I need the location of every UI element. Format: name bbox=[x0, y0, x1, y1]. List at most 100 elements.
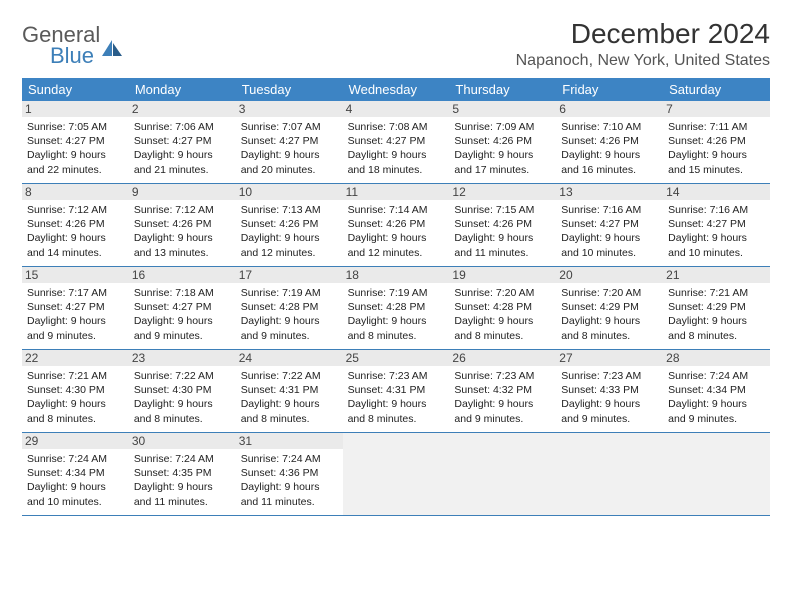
day-body: Sunrise: 7:12 AMSunset: 4:26 PMDaylight:… bbox=[134, 203, 231, 260]
day-number: 3 bbox=[236, 101, 343, 117]
day-number: 14 bbox=[663, 184, 770, 200]
day-body: Sunrise: 7:20 AMSunset: 4:29 PMDaylight:… bbox=[561, 286, 658, 343]
title-block: December 2024 Napanoch, New York, United… bbox=[516, 18, 770, 70]
day-body: Sunrise: 7:13 AMSunset: 4:26 PMDaylight:… bbox=[241, 203, 338, 260]
weekday-header-cell: Tuesday bbox=[236, 78, 343, 101]
day-number: 30 bbox=[129, 433, 236, 449]
day-number: 7 bbox=[663, 101, 770, 117]
day-cell: 10 Sunrise: 7:13 AMSunset: 4:26 PMDayligh… bbox=[236, 184, 343, 266]
day-cell: 6 Sunrise: 7:10 AMSunset: 4:26 PMDaylight… bbox=[556, 101, 663, 183]
month-title: December 2024 bbox=[516, 18, 770, 50]
day-body: Sunrise: 7:18 AMSunset: 4:27 PMDaylight:… bbox=[134, 286, 231, 343]
week-row: 1 Sunrise: 7:05 AMSunset: 4:27 PMDaylight… bbox=[22, 101, 770, 184]
week-row: 15Sunrise: 7:17 AMSunset: 4:27 PMDayligh… bbox=[22, 267, 770, 350]
day-cell: 16 Sunrise: 7:18 AMSunset: 4:27 PMDayligh… bbox=[129, 267, 236, 349]
calendar-page: General Blue December 2024 Napanoch, New… bbox=[0, 0, 792, 534]
day-body: Sunrise: 7:20 AMSunset: 4:28 PMDaylight:… bbox=[454, 286, 551, 343]
day-cell: 12 Sunrise: 7:15 AMSunset: 4:26 PMDayligh… bbox=[449, 184, 556, 266]
day-number: 1 bbox=[22, 101, 129, 117]
day-cell: 2 Sunrise: 7:06 AMSunset: 4:27 PMDaylight… bbox=[129, 101, 236, 183]
brand-line2: Blue bbox=[22, 45, 100, 67]
day-number: 29 bbox=[22, 433, 129, 449]
day-body: Sunrise: 7:15 AMSunset: 4:26 PMDaylight:… bbox=[454, 203, 551, 260]
weekday-header-cell: Saturday bbox=[663, 78, 770, 101]
day-cell: 7 Sunrise: 7:11 AMSunset: 4:26 PMDaylight… bbox=[663, 101, 770, 183]
day-cell: 11 Sunrise: 7:14 AMSunset: 4:26 PMDayligh… bbox=[343, 184, 450, 266]
day-number: 9 bbox=[129, 184, 236, 200]
empty-day-cell bbox=[663, 433, 770, 515]
day-number: 6 bbox=[556, 101, 663, 117]
day-body: Sunrise: 7:14 AMSunset: 4:26 PMDaylight:… bbox=[348, 203, 445, 260]
location-subtitle: Napanoch, New York, United States bbox=[516, 52, 770, 70]
day-cell: 8 Sunrise: 7:12 AMSunset: 4:26 PMDaylight… bbox=[22, 184, 129, 266]
empty-day-cell bbox=[556, 433, 663, 515]
day-body: Sunrise: 7:19 AMSunset: 4:28 PMDaylight:… bbox=[241, 286, 338, 343]
day-number: 28 bbox=[663, 350, 770, 366]
day-cell: 9 Sunrise: 7:12 AMSunset: 4:26 PMDaylight… bbox=[129, 184, 236, 266]
day-number: 16 bbox=[129, 267, 236, 283]
day-number: 19 bbox=[449, 267, 556, 283]
day-body: Sunrise: 7:07 AMSunset: 4:27 PMDaylight:… bbox=[241, 120, 338, 177]
day-body: Sunrise: 7:16 AMSunset: 4:27 PMDaylight:… bbox=[668, 203, 765, 260]
day-cell: 4 Sunrise: 7:08 AMSunset: 4:27 PMDaylight… bbox=[343, 101, 450, 183]
day-cell: 5Sunrise: 7:09 AMSunset: 4:26 PMDaylight… bbox=[449, 101, 556, 183]
day-body: Sunrise: 7:23 AMSunset: 4:33 PMDaylight:… bbox=[561, 369, 658, 426]
day-number: 25 bbox=[343, 350, 450, 366]
day-cell: 22Sunrise: 7:21 AMSunset: 4:30 PMDayligh… bbox=[22, 350, 129, 432]
day-cell: 25Sunrise: 7:23 AMSunset: 4:31 PMDayligh… bbox=[343, 350, 450, 432]
day-cell: 23 Sunrise: 7:22 AMSunset: 4:30 PMDayligh… bbox=[129, 350, 236, 432]
day-number: 22 bbox=[22, 350, 129, 366]
day-cell: 31Sunrise: 7:24 AMSunset: 4:36 PMDayligh… bbox=[236, 433, 343, 515]
day-cell: 19 Sunrise: 7:20 AMSunset: 4:28 PMDayligh… bbox=[449, 267, 556, 349]
day-number: 10 bbox=[236, 184, 343, 200]
weekday-header-cell: Wednesday bbox=[343, 78, 450, 101]
day-number: 4 bbox=[343, 101, 450, 117]
day-cell: 15Sunrise: 7:17 AMSunset: 4:27 PMDayligh… bbox=[22, 267, 129, 349]
weekday-header-row: SundayMondayTuesdayWednesdayThursdayFrid… bbox=[22, 78, 770, 101]
day-cell: 29 Sunrise: 7:24 AMSunset: 4:34 PMDayligh… bbox=[22, 433, 129, 515]
day-cell: 27 Sunrise: 7:23 AMSunset: 4:33 PMDayligh… bbox=[556, 350, 663, 432]
day-body: Sunrise: 7:16 AMSunset: 4:27 PMDaylight:… bbox=[561, 203, 658, 260]
day-number: 8 bbox=[22, 184, 129, 200]
day-body: Sunrise: 7:05 AMSunset: 4:27 PMDaylight:… bbox=[27, 120, 124, 177]
day-body: Sunrise: 7:12 AMSunset: 4:26 PMDaylight:… bbox=[27, 203, 124, 260]
week-row: 29 Sunrise: 7:24 AMSunset: 4:34 PMDayligh… bbox=[22, 433, 770, 516]
day-number: 23 bbox=[129, 350, 236, 366]
day-body: Sunrise: 7:24 AMSunset: 4:35 PMDaylight:… bbox=[134, 452, 231, 509]
day-number: 11 bbox=[343, 184, 450, 200]
brand-logo: General Blue bbox=[22, 18, 122, 67]
day-cell: 17 Sunrise: 7:19 AMSunset: 4:28 PMDayligh… bbox=[236, 267, 343, 349]
day-number: 13 bbox=[556, 184, 663, 200]
day-body: Sunrise: 7:10 AMSunset: 4:26 PMDaylight:… bbox=[561, 120, 658, 177]
day-body: Sunrise: 7:19 AMSunset: 4:28 PMDaylight:… bbox=[348, 286, 445, 343]
day-cell: 3 Sunrise: 7:07 AMSunset: 4:27 PMDaylight… bbox=[236, 101, 343, 183]
day-number: 20 bbox=[556, 267, 663, 283]
weekday-header-cell: Monday bbox=[129, 78, 236, 101]
day-cell: 13 Sunrise: 7:16 AMSunset: 4:27 PMDayligh… bbox=[556, 184, 663, 266]
day-cell: 14 Sunrise: 7:16 AMSunset: 4:27 PMDayligh… bbox=[663, 184, 770, 266]
day-number: 12 bbox=[449, 184, 556, 200]
day-cell: 18 Sunrise: 7:19 AMSunset: 4:28 PMDayligh… bbox=[343, 267, 450, 349]
day-number: 5 bbox=[449, 101, 556, 117]
day-body: Sunrise: 7:22 AMSunset: 4:31 PMDaylight:… bbox=[241, 369, 338, 426]
day-body: Sunrise: 7:11 AMSunset: 4:26 PMDaylight:… bbox=[668, 120, 765, 177]
day-number: 26 bbox=[449, 350, 556, 366]
day-number: 27 bbox=[556, 350, 663, 366]
sail-icon bbox=[102, 40, 122, 56]
brand-text: General Blue bbox=[22, 24, 100, 67]
day-body: Sunrise: 7:22 AMSunset: 4:30 PMDaylight:… bbox=[134, 369, 231, 426]
day-number: 21 bbox=[663, 267, 770, 283]
day-cell: 26Sunrise: 7:23 AMSunset: 4:32 PMDayligh… bbox=[449, 350, 556, 432]
calendar-grid: SundayMondayTuesdayWednesdayThursdayFrid… bbox=[22, 78, 770, 516]
day-body: Sunrise: 7:06 AMSunset: 4:27 PMDaylight:… bbox=[134, 120, 231, 177]
weekday-header-cell: Thursday bbox=[449, 78, 556, 101]
day-body: Sunrise: 7:08 AMSunset: 4:27 PMDaylight:… bbox=[348, 120, 445, 177]
day-cell: 30 Sunrise: 7:24 AMSunset: 4:35 PMDayligh… bbox=[129, 433, 236, 515]
day-number: 17 bbox=[236, 267, 343, 283]
day-cell: 24Sunrise: 7:22 AMSunset: 4:31 PMDayligh… bbox=[236, 350, 343, 432]
day-body: Sunrise: 7:24 AMSunset: 4:34 PMDaylight:… bbox=[27, 452, 124, 509]
day-number: 18 bbox=[343, 267, 450, 283]
day-number: 15 bbox=[22, 267, 129, 283]
day-number: 2 bbox=[129, 101, 236, 117]
day-cell: 1 Sunrise: 7:05 AMSunset: 4:27 PMDaylight… bbox=[22, 101, 129, 183]
